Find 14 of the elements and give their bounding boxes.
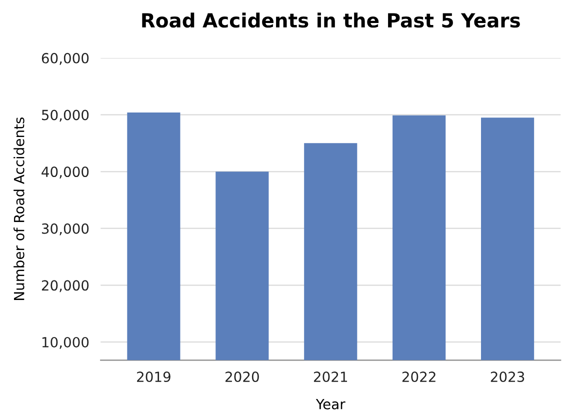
- y-tick-label: 40,000: [42, 166, 89, 178]
- y-tick-label: 50,000: [42, 110, 89, 122]
- x-tick-label: 2022: [402, 372, 436, 382]
- y-tick-label: 30,000: [42, 223, 89, 236]
- y-tick-label: 10,000: [42, 336, 89, 349]
- y-axis-title: Number of Road Accidents: [14, 117, 24, 300]
- chart-title: Road Accidents in the Past 5 Years: [142, 12, 520, 28]
- x-tick-label: 2020: [226, 372, 259, 382]
- y-tick-label: 60,000: [42, 52, 89, 65]
- x-tick-label: 2023: [490, 372, 524, 382]
- x-tick-label: 2021: [314, 372, 348, 382]
- y-tick-label: 20,000: [42, 280, 89, 292]
- x-axis-title: Year: [316, 399, 346, 410]
- x-tick-label: 2019: [137, 372, 170, 382]
